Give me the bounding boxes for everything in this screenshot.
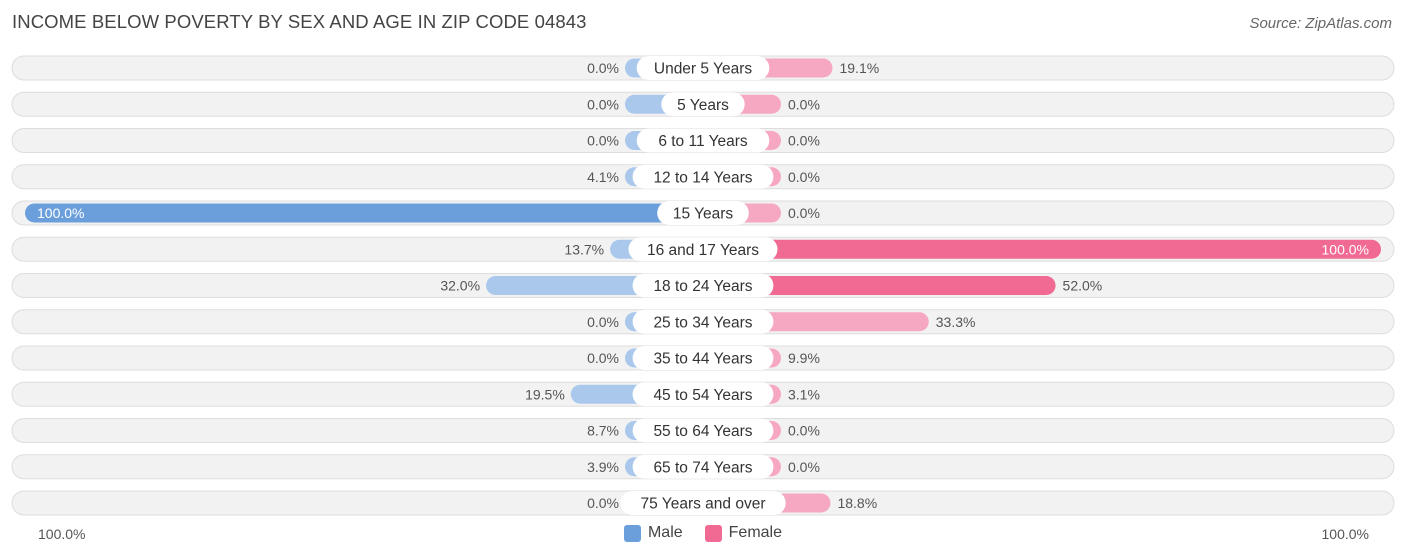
category-pill-55-to-64-years — [632, 418, 774, 443]
category-pill-45-to-54-years — [632, 382, 774, 407]
category-label-6-to-11-years: 6 to 11 Years — [658, 133, 748, 150]
female-value-18-to-24-years: 52.0% — [1063, 278, 1103, 294]
category-label-55-to-64-years: 55 to 64 Years — [653, 423, 752, 440]
legend: Male Female — [0, 524, 1406, 542]
female-bar-16-and-17-years — [703, 239, 1381, 259]
category-pill-6-to-11-years — [636, 128, 770, 153]
diverging-bar-chart: Under 5 Years 0.0% 19.1% 5 Years 0.0% 0.0% 6 t… — [11, 55, 1395, 516]
category-pill-65-to-74-years — [632, 454, 774, 479]
category-label-15-years: 15 Years — [673, 206, 734, 223]
category-label-16-and-17-years: 16 and 17 Years — [647, 242, 759, 259]
male-value-15-years: 100.0% — [37, 205, 84, 221]
male-value-16-and-17-years: 13.7% — [564, 241, 604, 257]
category-pill-5-years — [661, 92, 745, 117]
female-value-16-and-17-years: 100.0% — [1322, 241, 1369, 257]
male-value-under-5-years: 0.0% — [587, 60, 619, 76]
legend-item-male[interactable]: Male — [623, 524, 683, 542]
category-label-75-years-and-over: 75 Years and over — [641, 496, 766, 513]
category-pill-25-to-34-years — [632, 309, 774, 334]
female-value-35-to-44-years: 9.9% — [788, 350, 820, 366]
category-pill-15-years — [657, 201, 749, 225]
category-pill-under-5-years — [636, 56, 770, 80]
female-value-45-to-54-years: 3.1% — [788, 386, 820, 402]
category-pill-16-and-17-years — [628, 237, 778, 262]
axis-right-label: 100.0% — [1321, 526, 1369, 542]
category-pill-75-years-and-over — [620, 491, 786, 515]
male-bar-15-years — [25, 203, 703, 223]
male-value-65-to-74-years: 3.9% — [587, 459, 619, 475]
male-value-55-to-64-years: 8.7% — [587, 423, 619, 439]
female-value-25-to-34-years: 33.3% — [936, 314, 976, 330]
legend-label-female: Female — [728, 524, 783, 541]
female-value-65-to-74-years: 0.0% — [788, 459, 820, 475]
male-value-5-years: 0.0% — [587, 96, 619, 112]
female-value-under-5-years: 19.1% — [839, 60, 879, 76]
female-value-12-to-14-years: 0.0% — [788, 169, 820, 185]
legend-item-female[interactable]: Female — [704, 524, 783, 542]
axis-left-label: 100.0% — [38, 526, 86, 542]
legend-label-male: Male — [647, 524, 683, 541]
category-pill-12-to-14-years — [632, 164, 774, 189]
female-value-15-years: 0.0% — [788, 205, 820, 221]
category-label-45-to-54-years: 45 to 54 Years — [653, 387, 752, 404]
legend-swatch-male — [623, 524, 641, 542]
category-label-12-to-14-years: 12 to 14 Years — [653, 169, 752, 186]
female-value-6-to-11-years: 0.0% — [788, 133, 820, 149]
male-value-35-to-44-years: 0.0% — [587, 350, 619, 366]
category-label-25-to-34-years: 25 to 34 Years — [653, 314, 752, 331]
category-pill-18-to-24-years — [632, 273, 774, 298]
male-value-18-to-24-years: 32.0% — [440, 278, 480, 294]
male-value-45-to-54-years: 19.5% — [525, 386, 565, 402]
male-value-12-to-14-years: 4.1% — [587, 169, 619, 185]
chart-source: Source: ZipAtlas.com — [1249, 15, 1392, 32]
male-value-75-years-and-over: 0.0% — [587, 495, 619, 511]
female-bar-18-to-24-years — [703, 276, 1056, 295]
category-label-under-5-years: Under 5 Years — [654, 61, 752, 78]
category-label-5-years: 5 Years — [677, 97, 729, 114]
category-label-35-to-44-years: 35 to 44 Years — [653, 351, 752, 368]
legend-swatch-female — [704, 524, 722, 542]
chart-title: INCOME BELOW POVERTY BY SEX AND AGE IN Z… — [12, 11, 587, 32]
female-value-75-years-and-over: 18.8% — [837, 495, 877, 511]
category-label-65-to-74-years: 65 to 74 Years — [653, 459, 752, 476]
category-pill-35-to-44-years — [632, 346, 774, 370]
female-value-55-to-64-years: 0.0% — [788, 423, 820, 439]
category-label-18-to-24-years: 18 to 24 Years — [653, 278, 752, 295]
female-value-5-years: 0.0% — [788, 96, 820, 112]
male-value-6-to-11-years: 0.0% — [587, 133, 619, 149]
male-value-25-to-34-years: 0.0% — [587, 314, 619, 330]
